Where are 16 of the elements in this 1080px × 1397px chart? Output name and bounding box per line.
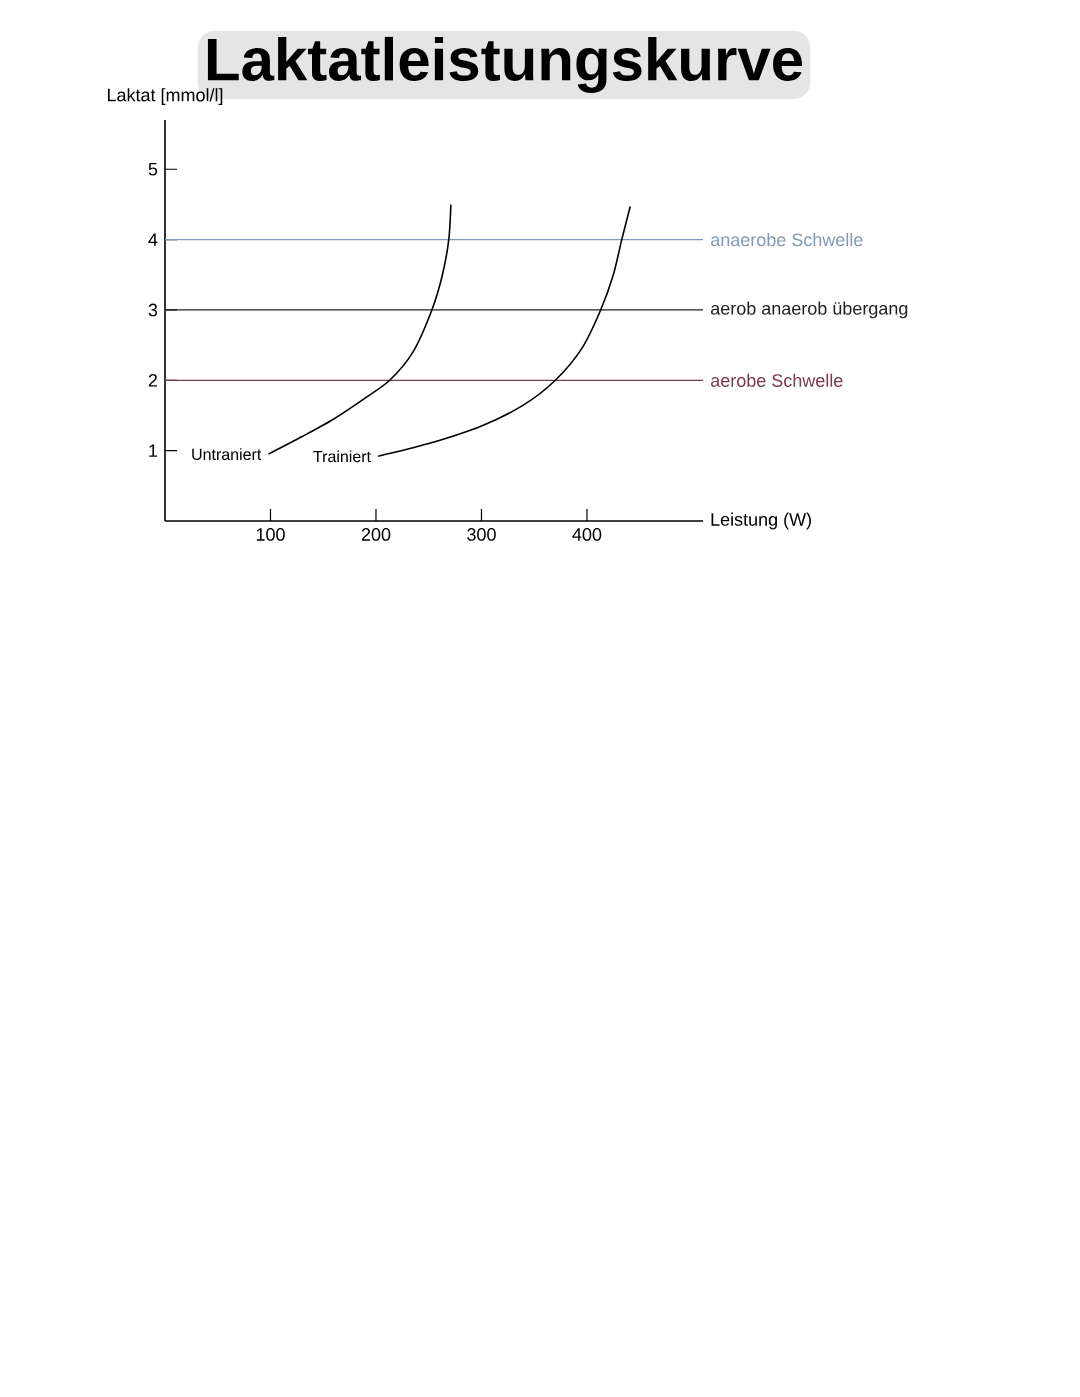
ref-line-label: aerob anaerob übergang bbox=[711, 301, 908, 319]
ref-line-label: aerobe Schwelle bbox=[711, 373, 843, 387]
y-tick-label: 5 bbox=[148, 162, 158, 176]
line-series bbox=[377, 205, 632, 458]
x-tick-label: 100 bbox=[256, 528, 285, 541]
y-tick-label: 3 bbox=[148, 303, 158, 317]
ref-line-label: anaerobe Schwelle bbox=[711, 232, 863, 247]
x-tick-label: 200 bbox=[361, 528, 391, 541]
y-tick-label: 4 bbox=[148, 233, 158, 246]
series-label: Trainiert bbox=[313, 450, 371, 463]
y-tick-label: 2 bbox=[148, 374, 158, 387]
series-label: Untraniert bbox=[192, 448, 262, 461]
x-tick-label: 400 bbox=[572, 528, 602, 541]
y-tick-label: 1 bbox=[149, 444, 158, 457]
x-axis-title: Leistung (W) bbox=[711, 512, 811, 530]
x-tick-label: 300 bbox=[467, 528, 496, 541]
